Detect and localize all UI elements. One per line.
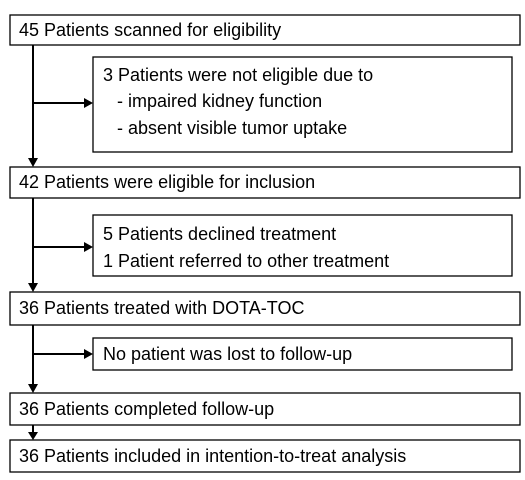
arrow-head (84, 349, 93, 359)
box-line: - impaired kidney function (117, 91, 322, 111)
box-line: 1 Patient referred to other treatment (103, 251, 389, 271)
arrow-head (28, 432, 38, 440)
box-line: - absent visible tumor uptake (117, 118, 347, 138)
box-label: No patient was lost to follow-up (103, 344, 352, 364)
box (9, 14, 521, 46)
arrow-head (28, 384, 38, 393)
side-box (92, 337, 513, 371)
box-label: 45 Patients scanned for eligibility (19, 20, 281, 40)
box (9, 392, 521, 426)
box-label: 36 Patients completed follow-up (19, 399, 274, 419)
arrow-head (28, 158, 38, 167)
side-box (92, 214, 513, 277)
box-line: 3 Patients were not eligible due to (103, 65, 373, 85)
box (9, 166, 521, 199)
arrow-head (84, 242, 93, 252)
box-label: 36 Patients included in intention-to-tre… (19, 446, 406, 466)
box (9, 291, 521, 326)
box-line: 5 Patients declined treatment (103, 224, 336, 244)
arrow-head (84, 98, 93, 108)
arrow-head (28, 283, 38, 292)
box-label: 42 Patients were eligible for inclusion (19, 172, 315, 192)
box-label: 36 Patients treated with DOTA-TOC (19, 298, 304, 318)
box (9, 439, 521, 473)
side-box (92, 56, 513, 153)
